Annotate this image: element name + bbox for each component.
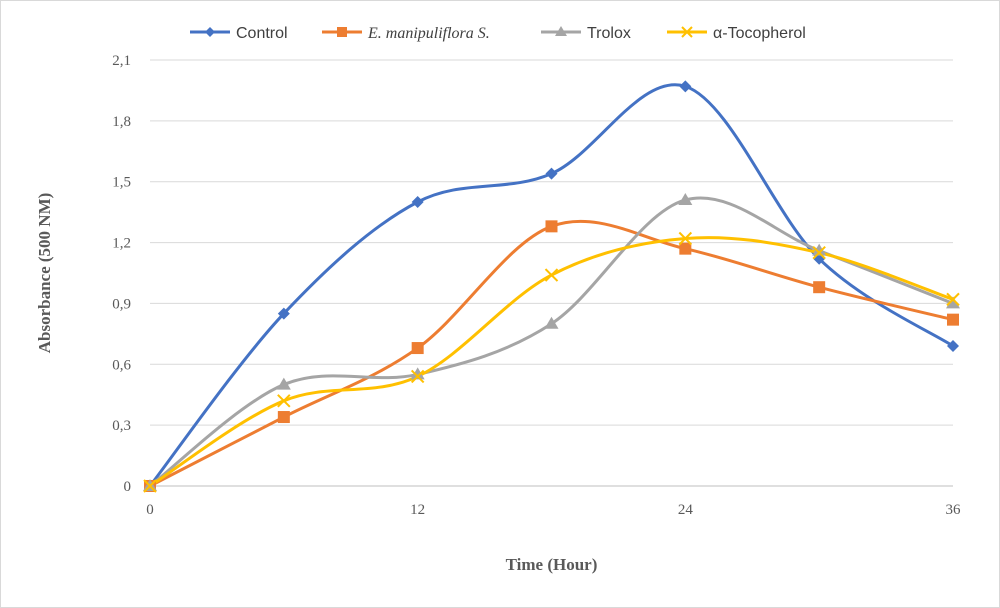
series-line-1 xyxy=(148,219,955,488)
data-point-marker xyxy=(678,231,693,246)
legend-item: Control xyxy=(190,25,288,42)
legend-marker xyxy=(205,27,215,37)
x-axis-ticks: 0 12 24 36 xyxy=(146,502,961,518)
data-point-marker xyxy=(410,369,425,384)
x-tick-label: 24 xyxy=(678,502,694,518)
legend-marker xyxy=(681,26,693,38)
data-point-marker xyxy=(545,167,558,180)
data-point-marker xyxy=(277,411,290,424)
legend-item: α-Tocopherol xyxy=(667,25,806,42)
x-axis-label: Time (Hour) xyxy=(506,555,598,574)
legend-label: Control xyxy=(236,25,288,42)
data-point-marker xyxy=(813,281,826,294)
data-point-marker xyxy=(946,296,960,309)
data-point-marker xyxy=(143,479,157,493)
x-tick-label: 12 xyxy=(410,502,425,518)
series-lines xyxy=(148,83,955,488)
y-tick-label: 1,2 xyxy=(112,236,131,252)
legend-item: E. manipuliflora S. xyxy=(322,25,490,42)
legend: Control E. manipuliflora S. Trolox α-Tocoph… xyxy=(190,25,806,42)
data-point-marker xyxy=(947,313,959,326)
data-point-marker xyxy=(946,292,960,307)
data-point-marker xyxy=(277,307,290,320)
legend-label: α-Tocopherol xyxy=(713,25,806,42)
y-tick-label: 0 xyxy=(124,479,132,495)
y-tick-label: 1,5 xyxy=(112,175,131,191)
data-point-marker xyxy=(947,340,959,353)
data-point-marker xyxy=(276,377,291,390)
legend-item: Trolox xyxy=(541,25,631,42)
series-line-0 xyxy=(148,83,955,488)
series-markers xyxy=(143,80,960,493)
data-point-marker xyxy=(411,342,424,355)
legend-label: Trolox xyxy=(587,25,631,42)
y-axis-label: Absorbance (500 NM) xyxy=(35,193,54,354)
data-point-marker xyxy=(679,80,692,93)
gridlines xyxy=(150,59,953,426)
data-point-marker xyxy=(812,246,826,260)
y-tick-label: 0,3 xyxy=(112,418,131,434)
y-tick-label: 1,8 xyxy=(112,114,131,130)
data-point-marker xyxy=(544,268,559,282)
x-tick-label: 0 xyxy=(146,502,154,518)
y-axis-ticks: 0 0,3 0,6 0,9 1,2 1,5 1,8 2,1 xyxy=(112,53,131,495)
data-point-marker xyxy=(678,192,693,205)
data-point-marker xyxy=(411,196,424,208)
data-point-marker xyxy=(545,220,558,233)
legend-marker xyxy=(337,27,347,37)
legend-marker xyxy=(555,26,567,36)
series-line-2 xyxy=(148,196,955,488)
data-point-marker xyxy=(544,316,559,329)
data-point-marker xyxy=(410,367,425,380)
data-point-marker xyxy=(679,242,692,255)
legend-label: E. manipuliflora S. xyxy=(367,25,490,42)
x-tick-label: 36 xyxy=(946,502,962,518)
y-tick-label: 2,1 xyxy=(112,53,131,69)
y-tick-label: 0,9 xyxy=(112,296,131,312)
data-point-marker xyxy=(812,243,827,256)
data-point-marker xyxy=(277,394,291,408)
y-tick-label: 0,6 xyxy=(112,357,131,373)
